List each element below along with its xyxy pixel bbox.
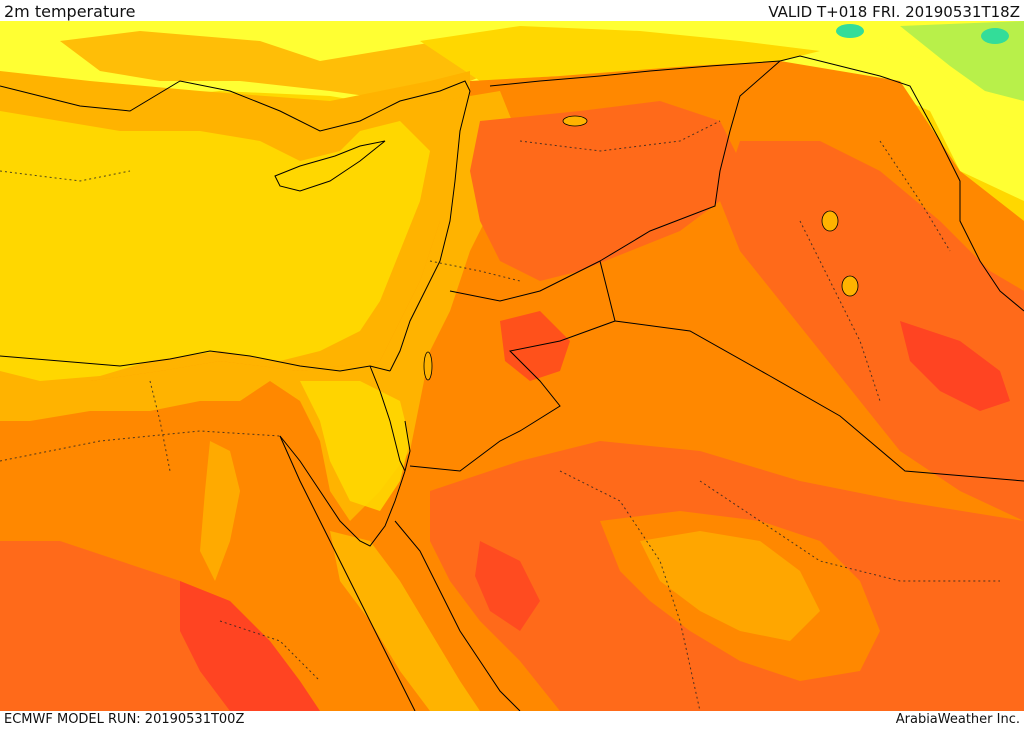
- admin-line-7: [219, 620, 321, 682]
- zone-iraq-hot: [900, 321, 1010, 411]
- footer-bar: ECMWF MODEL RUN: 20190531T00Z ArabiaWeat…: [0, 711, 1024, 729]
- border-syria-turkey: [489, 60, 781, 87]
- coast-red-sea-west: [279, 435, 416, 711]
- coast-turkey: [0, 80, 471, 132]
- admin-line-8: [429, 260, 521, 282]
- admin-line-2: [149, 380, 171, 472]
- border-iraq-iran: [779, 55, 1024, 312]
- border-syria-jordan: [449, 260, 601, 302]
- coast-cyprus: [274, 140, 386, 192]
- admin-boundaries: [0, 120, 1000, 711]
- border-sinai: [369, 365, 406, 472]
- admin-line-9: [879, 140, 951, 252]
- coast-levant: [389, 90, 471, 372]
- border-iraq-saudi: [614, 320, 1024, 482]
- map-canvas: [0, 21, 1024, 711]
- zone-nile-valley: [200, 441, 240, 581]
- zone-hejaz-hot: [475, 541, 540, 631]
- zone-sinai-yellow: [300, 381, 410, 511]
- zone-red-sea: [330, 531, 480, 711]
- valid-time-label: VALID T+018 FRI. 20190531T18Z: [768, 3, 1020, 21]
- coast-sinai: [279, 420, 411, 547]
- zone-egypt-hot: [180, 581, 320, 711]
- coast-egypt: [0, 350, 391, 372]
- lake-assad: [562, 115, 588, 127]
- admin-line-3: [519, 120, 721, 152]
- admin-line-1: [0, 430, 281, 462]
- boundaries: [0, 55, 1024, 711]
- admin-line-6: [699, 480, 1000, 582]
- credit-label: ArabiaWeather Inc.: [895, 712, 1020, 727]
- admin-line-10: [0, 170, 131, 182]
- model-run-label: ECMWF MODEL RUN: 20190531T00Z: [4, 712, 245, 727]
- cool-spot-2: [981, 28, 1009, 44]
- header-bar: 2m temperature VALID T+018 FRI. 20190531…: [0, 0, 1024, 21]
- border-syria-iraq: [599, 60, 781, 262]
- lake-tharthar: [821, 210, 839, 232]
- zone-north-orange-patches: [60, 31, 520, 101]
- temperature-map[interactable]: [0, 21, 1024, 711]
- border-jordan-saudi: [409, 260, 616, 472]
- dead-sea: [423, 351, 433, 381]
- map-title: 2m temperature: [4, 2, 136, 21]
- admin-line-4: [799, 220, 881, 402]
- zone-med-sea: [0, 111, 430, 381]
- zone-iraq-red: [720, 141, 1024, 521]
- coast-red-sea-east: [394, 520, 521, 711]
- lakes: [423, 115, 859, 381]
- lake-razaza: [841, 275, 859, 297]
- cool-spot-1: [836, 24, 864, 38]
- zone-arabia-light: [640, 531, 820, 641]
- zone-syria-red: [470, 101, 740, 281]
